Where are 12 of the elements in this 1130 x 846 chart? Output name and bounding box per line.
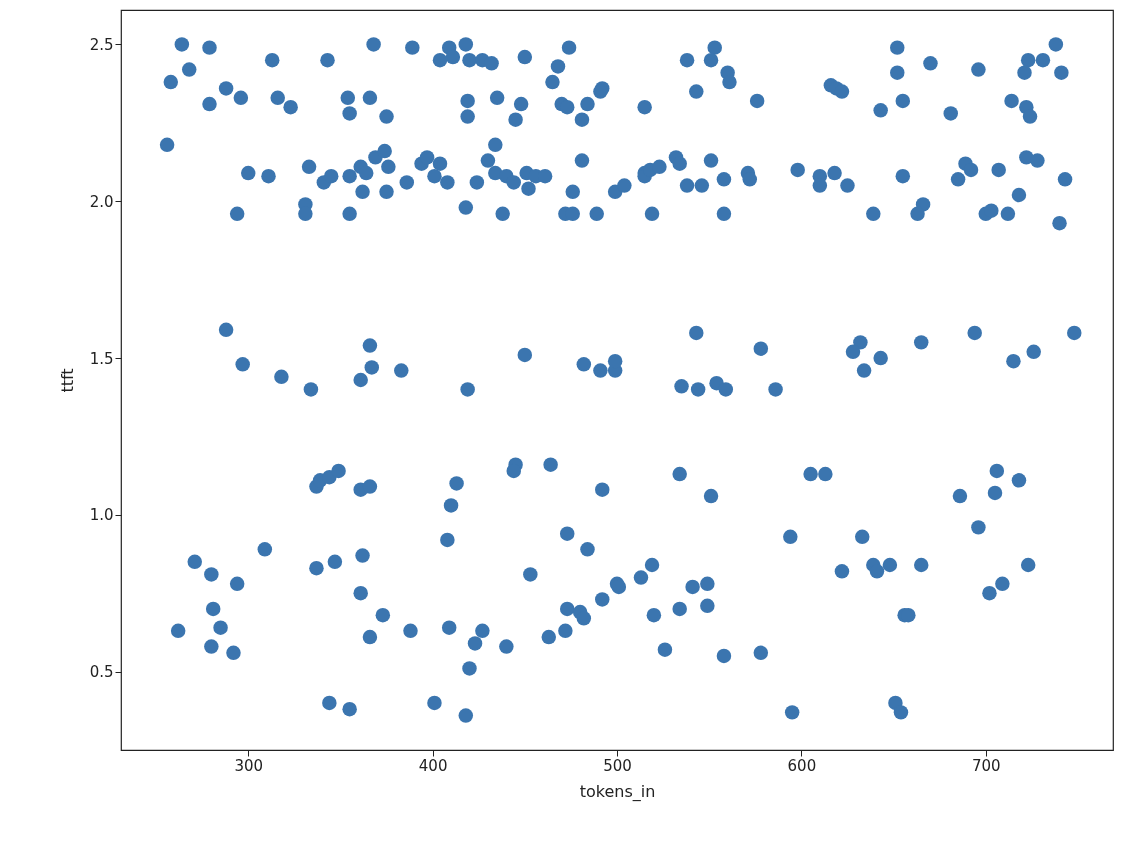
x-axis-title: tokens_in <box>579 781 656 802</box>
y-axis-title: ttft <box>57 368 77 393</box>
x-tick-label: 700 <box>971 756 1001 775</box>
y-tick-label: 2.0 <box>89 192 114 211</box>
x-tick-label: 300 <box>234 756 264 775</box>
y-tick-label: 2.5 <box>89 35 114 54</box>
x-tick-label: 400 <box>418 756 448 775</box>
x-tick-label: 600 <box>787 756 817 775</box>
y-tick-label: 1.0 <box>89 506 114 525</box>
x-tick-label: 500 <box>603 756 632 775</box>
y-tick-label: 0.5 <box>89 663 114 682</box>
y-tick-label: 1.5 <box>89 349 114 368</box>
